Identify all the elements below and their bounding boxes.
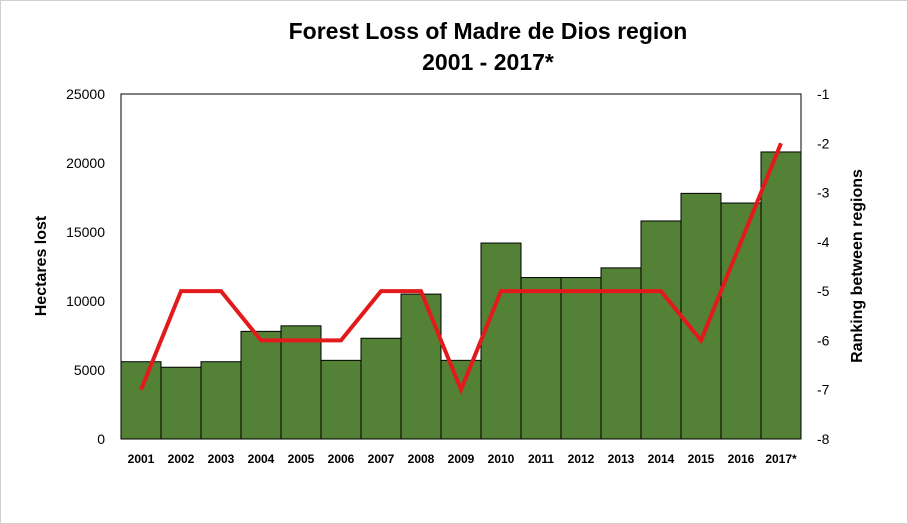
- bar-2013: [600, 267, 642, 440]
- left-axis-label: Hectares lost: [33, 215, 50, 316]
- right-tick-label: -4: [817, 234, 830, 250]
- category-label: 2016: [728, 452, 755, 466]
- bar-2004: [240, 330, 282, 440]
- bar-2010: [480, 242, 522, 440]
- right-tick-label: -6: [817, 332, 830, 348]
- ranking-line: [139, 142, 783, 396]
- bar-2003: [200, 361, 242, 440]
- ranking-line-group: [139, 142, 783, 396]
- category-labels: 2001 2002 2003 2004 2005 2006 2007 2008 2009 2010…: [128, 452, 797, 466]
- left-tick-label: 5000: [74, 362, 105, 378]
- right-tick-label: -5: [817, 283, 830, 299]
- bar-2015: [680, 192, 722, 440]
- category-label: 2006: [328, 452, 355, 466]
- right-tick-label: -3: [817, 185, 830, 201]
- left-axis-ticks: 0 5000 10000 15000 20000 25000: [66, 86, 105, 447]
- category-label: 2011: [528, 452, 554, 466]
- right-tick-label: -2: [817, 135, 830, 151]
- chart-title: Forest Loss of Madre de Dios region 2001…: [0, 16, 908, 78]
- category-label: 2017*: [765, 452, 797, 466]
- bar-2001: [120, 361, 162, 440]
- bar-2012: [560, 277, 602, 440]
- category-label: 2015: [688, 452, 715, 466]
- bar-2005: [280, 325, 322, 440]
- category-label: 2004: [248, 452, 275, 466]
- category-label: 2009: [448, 452, 475, 466]
- plot-area-border: [120, 93, 802, 440]
- category-label: 2002: [168, 452, 195, 466]
- left-tick-label: 15000: [66, 224, 105, 240]
- bars-group: [120, 151, 802, 440]
- left-tick-label: 10000: [66, 293, 105, 309]
- bar-2009: [440, 359, 482, 440]
- right-axis-ticks: -8 -7 -6 -5 -4 -3 -2 -1: [817, 86, 830, 447]
- chart-title-line1: Forest Loss of Madre de Dios region: [288, 18, 688, 44]
- bar-2014: [640, 220, 682, 440]
- right-tick-label: -7: [817, 382, 830, 398]
- category-label: 2014: [648, 452, 675, 466]
- bar-2008: [400, 293, 442, 440]
- category-label: 2003: [208, 452, 235, 466]
- right-tick-label: -1: [817, 86, 830, 102]
- bar-2002: [160, 366, 202, 440]
- category-label: 2012: [568, 452, 595, 466]
- left-tick-label: 20000: [66, 155, 105, 171]
- bar-2007: [360, 337, 402, 440]
- category-label: 2013: [608, 452, 635, 466]
- category-label: 2010: [488, 452, 515, 466]
- right-tick-label: -8: [817, 431, 830, 447]
- category-label: 2008: [408, 452, 435, 466]
- category-label: 2007: [368, 452, 395, 466]
- left-tick-label: 25000: [66, 86, 105, 102]
- bar-2011: [520, 277, 562, 440]
- category-label: 2001: [128, 452, 155, 466]
- chart-title-line2: 2001 - 2017*: [422, 49, 554, 75]
- category-label: 2005: [288, 452, 315, 466]
- bar-2006: [320, 359, 362, 440]
- right-axis-label: Ranking between regions: [849, 169, 866, 363]
- bar-2017: [760, 151, 802, 440]
- left-tick-label: 0: [97, 431, 105, 447]
